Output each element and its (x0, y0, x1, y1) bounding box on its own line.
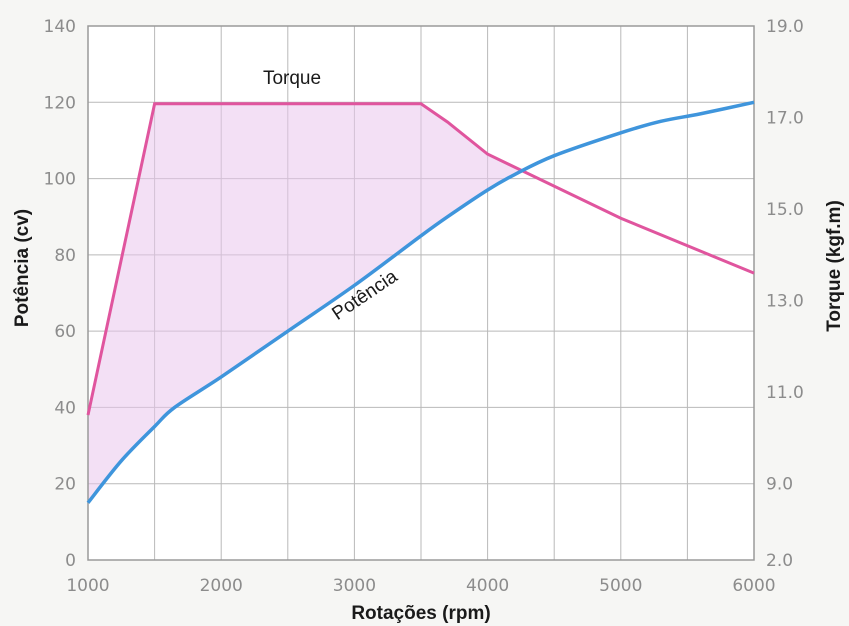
x-tick-label: 3000 (333, 576, 376, 596)
x-tick-label: 4000 (466, 576, 509, 596)
series-line-torque (86, 102, 755, 416)
y-right-tick-label: 15.0 (766, 200, 804, 220)
y-left-tick-label: 0 (65, 551, 76, 571)
y-right-tick-label: 13.0 (766, 292, 804, 312)
x-tick-label: 6000 (732, 576, 775, 596)
y-right-tick-label: 19.0 (766, 17, 804, 37)
y-left-tick-label: 140 (44, 17, 76, 37)
series-label-torque: Torque (263, 68, 321, 89)
y-left-tick-labels: 0 20 40 60 80 100 120 140 (44, 17, 76, 571)
plot-frame (87, 25, 755, 561)
y-right-tick-label: 2.0 (766, 551, 793, 571)
y-left-tick-label: 40 (54, 398, 76, 418)
y-right-tick-label: 9.0 (766, 475, 793, 495)
x-tick-labels: 1000 2000 3000 4000 5000 6000 (66, 576, 775, 596)
series-line-potencia (86, 100, 755, 504)
y-left-tick-label: 20 (54, 475, 76, 495)
y-right-tick-label: 17.0 (766, 109, 804, 129)
x-tick-label: 2000 (200, 576, 243, 596)
y-left-tick-label: 100 (44, 170, 76, 190)
y-left-tick-label: 120 (44, 93, 76, 113)
y-right-tick-label: 11.0 (766, 383, 804, 403)
x-tick-label: 5000 (599, 576, 642, 596)
y-right-tick-labels: 2.0 9.0 11.0 13.0 15.0 17.0 19.0 (766, 17, 804, 571)
torque-power-shaded-area (88, 103, 523, 503)
x-axis-title: Rotações (rpm) (351, 603, 490, 624)
y-left-tick-label: 60 (54, 322, 76, 342)
y-left-axis-title: Potência (cv) (12, 209, 33, 327)
x-tick-label: 1000 (66, 576, 109, 596)
y-right-axis-title: Torque (kgf.m) (824, 200, 845, 332)
y-left-tick-label: 80 (54, 246, 76, 266)
